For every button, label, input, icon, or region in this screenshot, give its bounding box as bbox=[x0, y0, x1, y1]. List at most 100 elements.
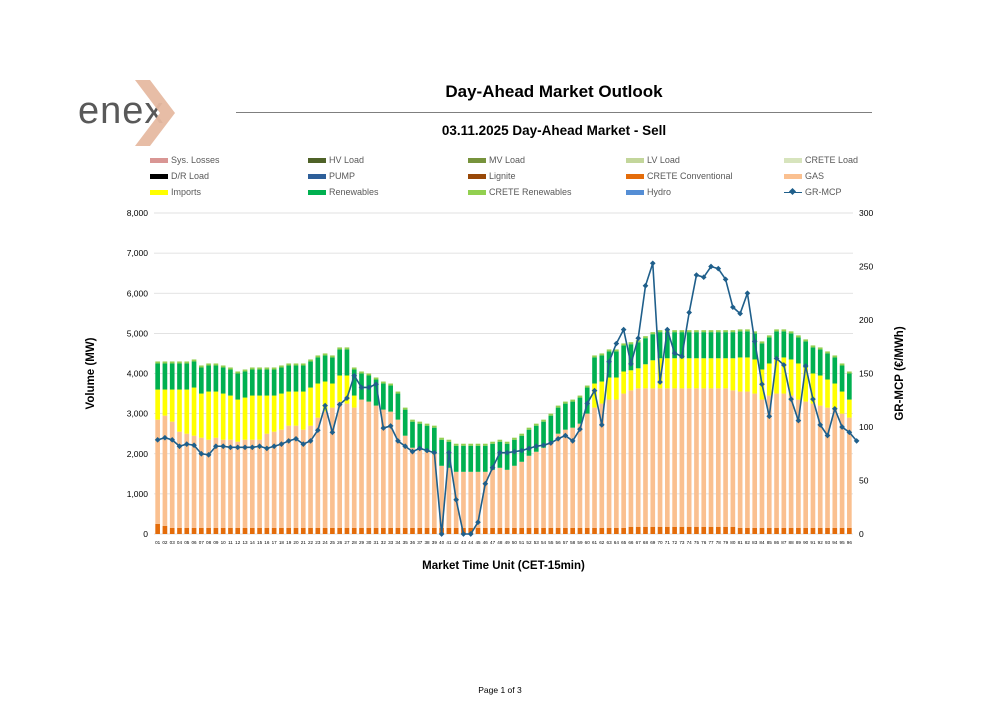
mcp-point bbox=[657, 379, 663, 385]
bar-crete-renewables bbox=[461, 443, 466, 446]
bar-crete-conventional bbox=[308, 527, 313, 534]
x-tick-label: 60 bbox=[585, 540, 591, 545]
bar-crete-conventional bbox=[672, 526, 677, 534]
mcp-point bbox=[802, 363, 809, 369]
bar-gas bbox=[628, 390, 634, 527]
bar-crete-renewables bbox=[810, 345, 816, 348]
mcp-point bbox=[649, 260, 656, 267]
mcp-point bbox=[460, 531, 467, 537]
x-tick-label: 06 bbox=[191, 540, 197, 545]
bar-gas bbox=[614, 399, 619, 528]
mcp-point bbox=[831, 405, 838, 412]
bar-gas bbox=[686, 388, 692, 527]
legend-label: CRETE Load bbox=[805, 155, 859, 165]
bar-gas bbox=[635, 388, 641, 527]
bar-gas bbox=[198, 437, 204, 528]
x-tick-label: 28 bbox=[352, 540, 358, 545]
mcp-point bbox=[307, 438, 314, 444]
bar-gas bbox=[679, 388, 685, 527]
bar-crete-renewables bbox=[424, 423, 430, 426]
bar-crete-renewables bbox=[468, 443, 474, 446]
bar-renewables bbox=[482, 445, 488, 472]
x-tick-label: 33 bbox=[388, 540, 394, 545]
bar-renewables bbox=[672, 332, 677, 359]
bar-crete-conventional bbox=[381, 527, 386, 534]
legend-item-hv-load: HV Load bbox=[308, 155, 364, 165]
bar-gas bbox=[832, 409, 838, 528]
bar-crete-conventional bbox=[337, 527, 343, 534]
bar-renewables bbox=[461, 445, 466, 472]
bar-renewables bbox=[351, 369, 357, 396]
bar-renewables bbox=[293, 365, 299, 392]
x-tick-label: 83 bbox=[752, 540, 758, 545]
bar-crete-conventional bbox=[526, 527, 532, 534]
bar-crete-renewables bbox=[330, 355, 335, 358]
mcp-point bbox=[453, 496, 460, 503]
bar-crete-renewables bbox=[213, 363, 219, 366]
bar-gas bbox=[606, 399, 612, 528]
bar-gas bbox=[475, 471, 481, 528]
mcp-point bbox=[562, 432, 569, 439]
bar-crete-conventional bbox=[424, 527, 430, 534]
x-tick-label: 89 bbox=[796, 540, 802, 545]
x-tick-label: 91 bbox=[810, 540, 816, 545]
x-tick-label: 17 bbox=[272, 540, 278, 545]
bar-renewables bbox=[235, 373, 241, 400]
bar-imports bbox=[242, 397, 248, 440]
bar-gas bbox=[424, 451, 430, 528]
bar-crete-renewables bbox=[373, 377, 379, 380]
mcp-point bbox=[314, 427, 321, 434]
bar-gas bbox=[839, 413, 845, 528]
mcp-point bbox=[547, 440, 554, 446]
x-tick-label: 21 bbox=[301, 540, 307, 545]
bar-crete-renewables bbox=[512, 437, 517, 440]
bar-renewables bbox=[774, 331, 779, 358]
bar-imports bbox=[300, 391, 306, 430]
x-tick-label: 12 bbox=[235, 540, 241, 545]
bar-gas bbox=[446, 467, 452, 528]
bar-gas bbox=[548, 441, 554, 528]
bar-imports bbox=[796, 363, 801, 400]
bar-crete-conventional bbox=[257, 527, 262, 534]
mcp-point bbox=[722, 276, 729, 283]
bar-gas bbox=[351, 407, 357, 528]
mcp-point bbox=[285, 438, 292, 444]
bar-gas bbox=[745, 391, 750, 528]
bar-crete-conventional bbox=[541, 527, 546, 534]
bar-crete-renewables bbox=[643, 336, 648, 339]
x-tick-label: 11 bbox=[228, 540, 233, 545]
bar-crete-conventional bbox=[657, 526, 663, 534]
mcp-point bbox=[693, 272, 700, 278]
enex-logo: enex bbox=[78, 78, 188, 148]
mcp-point bbox=[780, 362, 787, 368]
bar-crete-conventional bbox=[373, 527, 379, 534]
bar-crete-conventional bbox=[249, 527, 255, 534]
bar-crete-renewables bbox=[446, 439, 452, 442]
bar-crete-renewables bbox=[599, 353, 605, 356]
y2-tick-label: 200 bbox=[859, 315, 873, 325]
mcp-point bbox=[409, 448, 416, 455]
bar-crete-conventional bbox=[497, 527, 503, 534]
mcp-point bbox=[635, 335, 642, 342]
mcp-point bbox=[737, 310, 743, 317]
bar-gas bbox=[395, 419, 401, 528]
mcp-point bbox=[358, 384, 365, 391]
x-tick-label: 61 bbox=[592, 540, 598, 545]
bar-imports bbox=[708, 358, 714, 389]
bar-gas bbox=[664, 388, 670, 527]
bar-gas bbox=[650, 388, 656, 527]
bar-imports bbox=[715, 358, 721, 389]
y2-tick-label: 0 bbox=[859, 529, 864, 539]
bar-crete-conventional bbox=[359, 527, 364, 534]
x-tick-label: 86 bbox=[774, 540, 780, 545]
bar-gas bbox=[796, 399, 801, 528]
mcp-point bbox=[431, 449, 438, 456]
bar-crete-conventional bbox=[417, 527, 423, 534]
bar-imports bbox=[614, 377, 619, 400]
bar-renewables bbox=[752, 333, 758, 360]
bar-imports bbox=[293, 391, 299, 426]
x-tick-label: 37 bbox=[417, 540, 423, 545]
bar-crete-conventional bbox=[737, 527, 743, 534]
bar-crete-conventional bbox=[730, 526, 736, 534]
x-tick-label: 93 bbox=[825, 540, 831, 545]
